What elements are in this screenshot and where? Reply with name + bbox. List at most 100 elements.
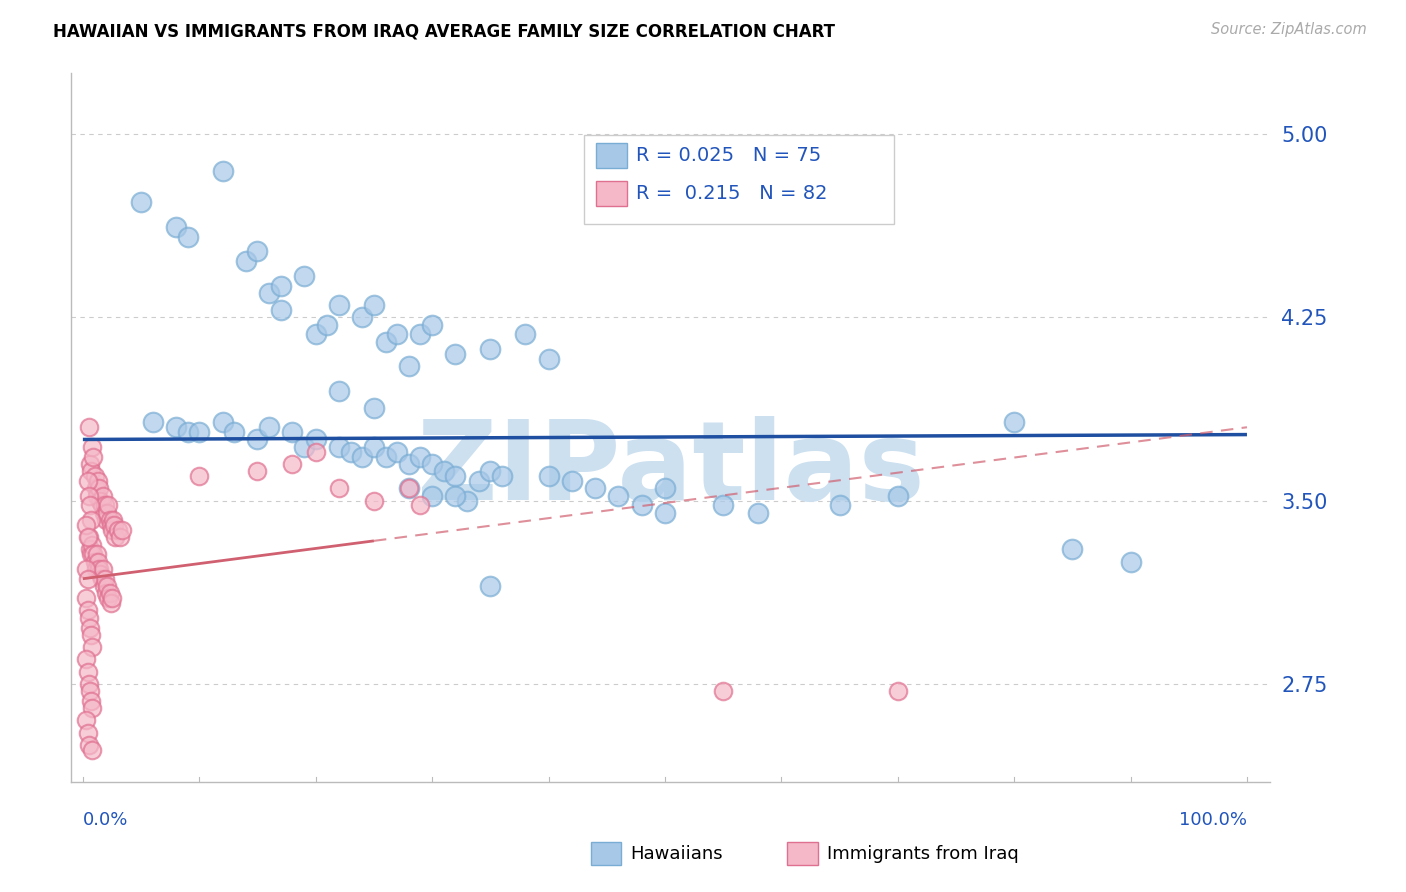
Point	[89, 566, 111, 581]
Point	[80, 513, 103, 527]
Point	[479, 464, 502, 478]
Point	[887, 489, 910, 503]
Point	[292, 268, 315, 283]
Point	[654, 481, 676, 495]
Point	[89, 481, 111, 495]
Point	[363, 493, 385, 508]
Point	[409, 450, 432, 464]
Point	[89, 493, 111, 508]
Point	[76, 665, 98, 679]
Point	[82, 547, 104, 561]
Point	[374, 450, 396, 464]
Point	[398, 481, 420, 495]
Point	[398, 359, 420, 374]
Point	[82, 743, 104, 757]
Point	[363, 298, 385, 312]
Point	[433, 464, 456, 478]
Point	[257, 285, 280, 300]
Point	[82, 701, 104, 715]
Point	[111, 523, 134, 537]
Point	[328, 481, 350, 495]
Point	[142, 416, 165, 430]
Point	[1062, 542, 1084, 557]
Point	[98, 586, 121, 600]
Point	[328, 440, 350, 454]
Point	[82, 450, 104, 464]
Point	[235, 254, 257, 268]
Point	[444, 347, 467, 361]
Point	[93, 579, 115, 593]
Point	[103, 518, 125, 533]
Text: R =  0.215   N = 82: R = 0.215 N = 82	[637, 184, 828, 202]
Point	[654, 506, 676, 520]
Text: Source: ZipAtlas.com: Source: ZipAtlas.com	[1211, 22, 1367, 37]
Point	[398, 481, 420, 495]
Point	[77, 738, 100, 752]
Point	[409, 327, 432, 342]
Point	[363, 440, 385, 454]
Point	[292, 440, 315, 454]
Point	[91, 562, 114, 576]
Point	[607, 489, 630, 503]
Point	[305, 433, 328, 447]
Point	[77, 489, 100, 503]
Point	[75, 518, 97, 533]
Text: Hawaiians: Hawaiians	[630, 845, 723, 863]
Point	[77, 677, 100, 691]
Point	[561, 474, 583, 488]
Point	[93, 506, 115, 520]
Point	[211, 823, 233, 838]
Point	[77, 420, 100, 434]
Point	[224, 425, 246, 439]
Point	[84, 562, 107, 576]
Point	[1002, 416, 1025, 430]
Point	[165, 219, 187, 234]
Point	[104, 530, 127, 544]
Point	[101, 523, 124, 537]
Point	[101, 591, 124, 606]
Point	[107, 523, 129, 537]
Point	[374, 334, 396, 349]
Point	[90, 499, 112, 513]
Point	[83, 555, 105, 569]
Point	[80, 547, 103, 561]
Point	[479, 342, 502, 356]
Point	[100, 518, 122, 533]
Point	[80, 464, 103, 478]
Point	[84, 481, 107, 495]
Point	[176, 229, 198, 244]
Point	[176, 425, 198, 439]
Point	[747, 506, 769, 520]
Point	[363, 401, 385, 415]
Point	[76, 530, 98, 544]
Point	[108, 530, 131, 544]
Point	[98, 513, 121, 527]
Point	[86, 547, 108, 561]
Point	[75, 652, 97, 666]
Point	[96, 513, 118, 527]
Point	[79, 684, 101, 698]
Point	[316, 318, 339, 332]
Point	[76, 474, 98, 488]
Point	[887, 684, 910, 698]
Point	[420, 318, 443, 332]
Point	[339, 444, 361, 458]
Point	[79, 542, 101, 557]
Point	[75, 591, 97, 606]
Point	[211, 416, 233, 430]
Point	[75, 562, 97, 576]
Point	[94, 499, 117, 513]
Point	[420, 457, 443, 471]
Point	[515, 327, 537, 342]
Point	[328, 298, 350, 312]
Point	[385, 444, 408, 458]
Point	[86, 489, 108, 503]
Point	[96, 586, 118, 600]
Point	[83, 469, 105, 483]
Point	[583, 481, 606, 495]
Point	[444, 489, 467, 503]
Text: 100.0%: 100.0%	[1180, 811, 1247, 829]
Point	[91, 489, 114, 503]
Point	[82, 440, 104, 454]
Point	[328, 384, 350, 398]
